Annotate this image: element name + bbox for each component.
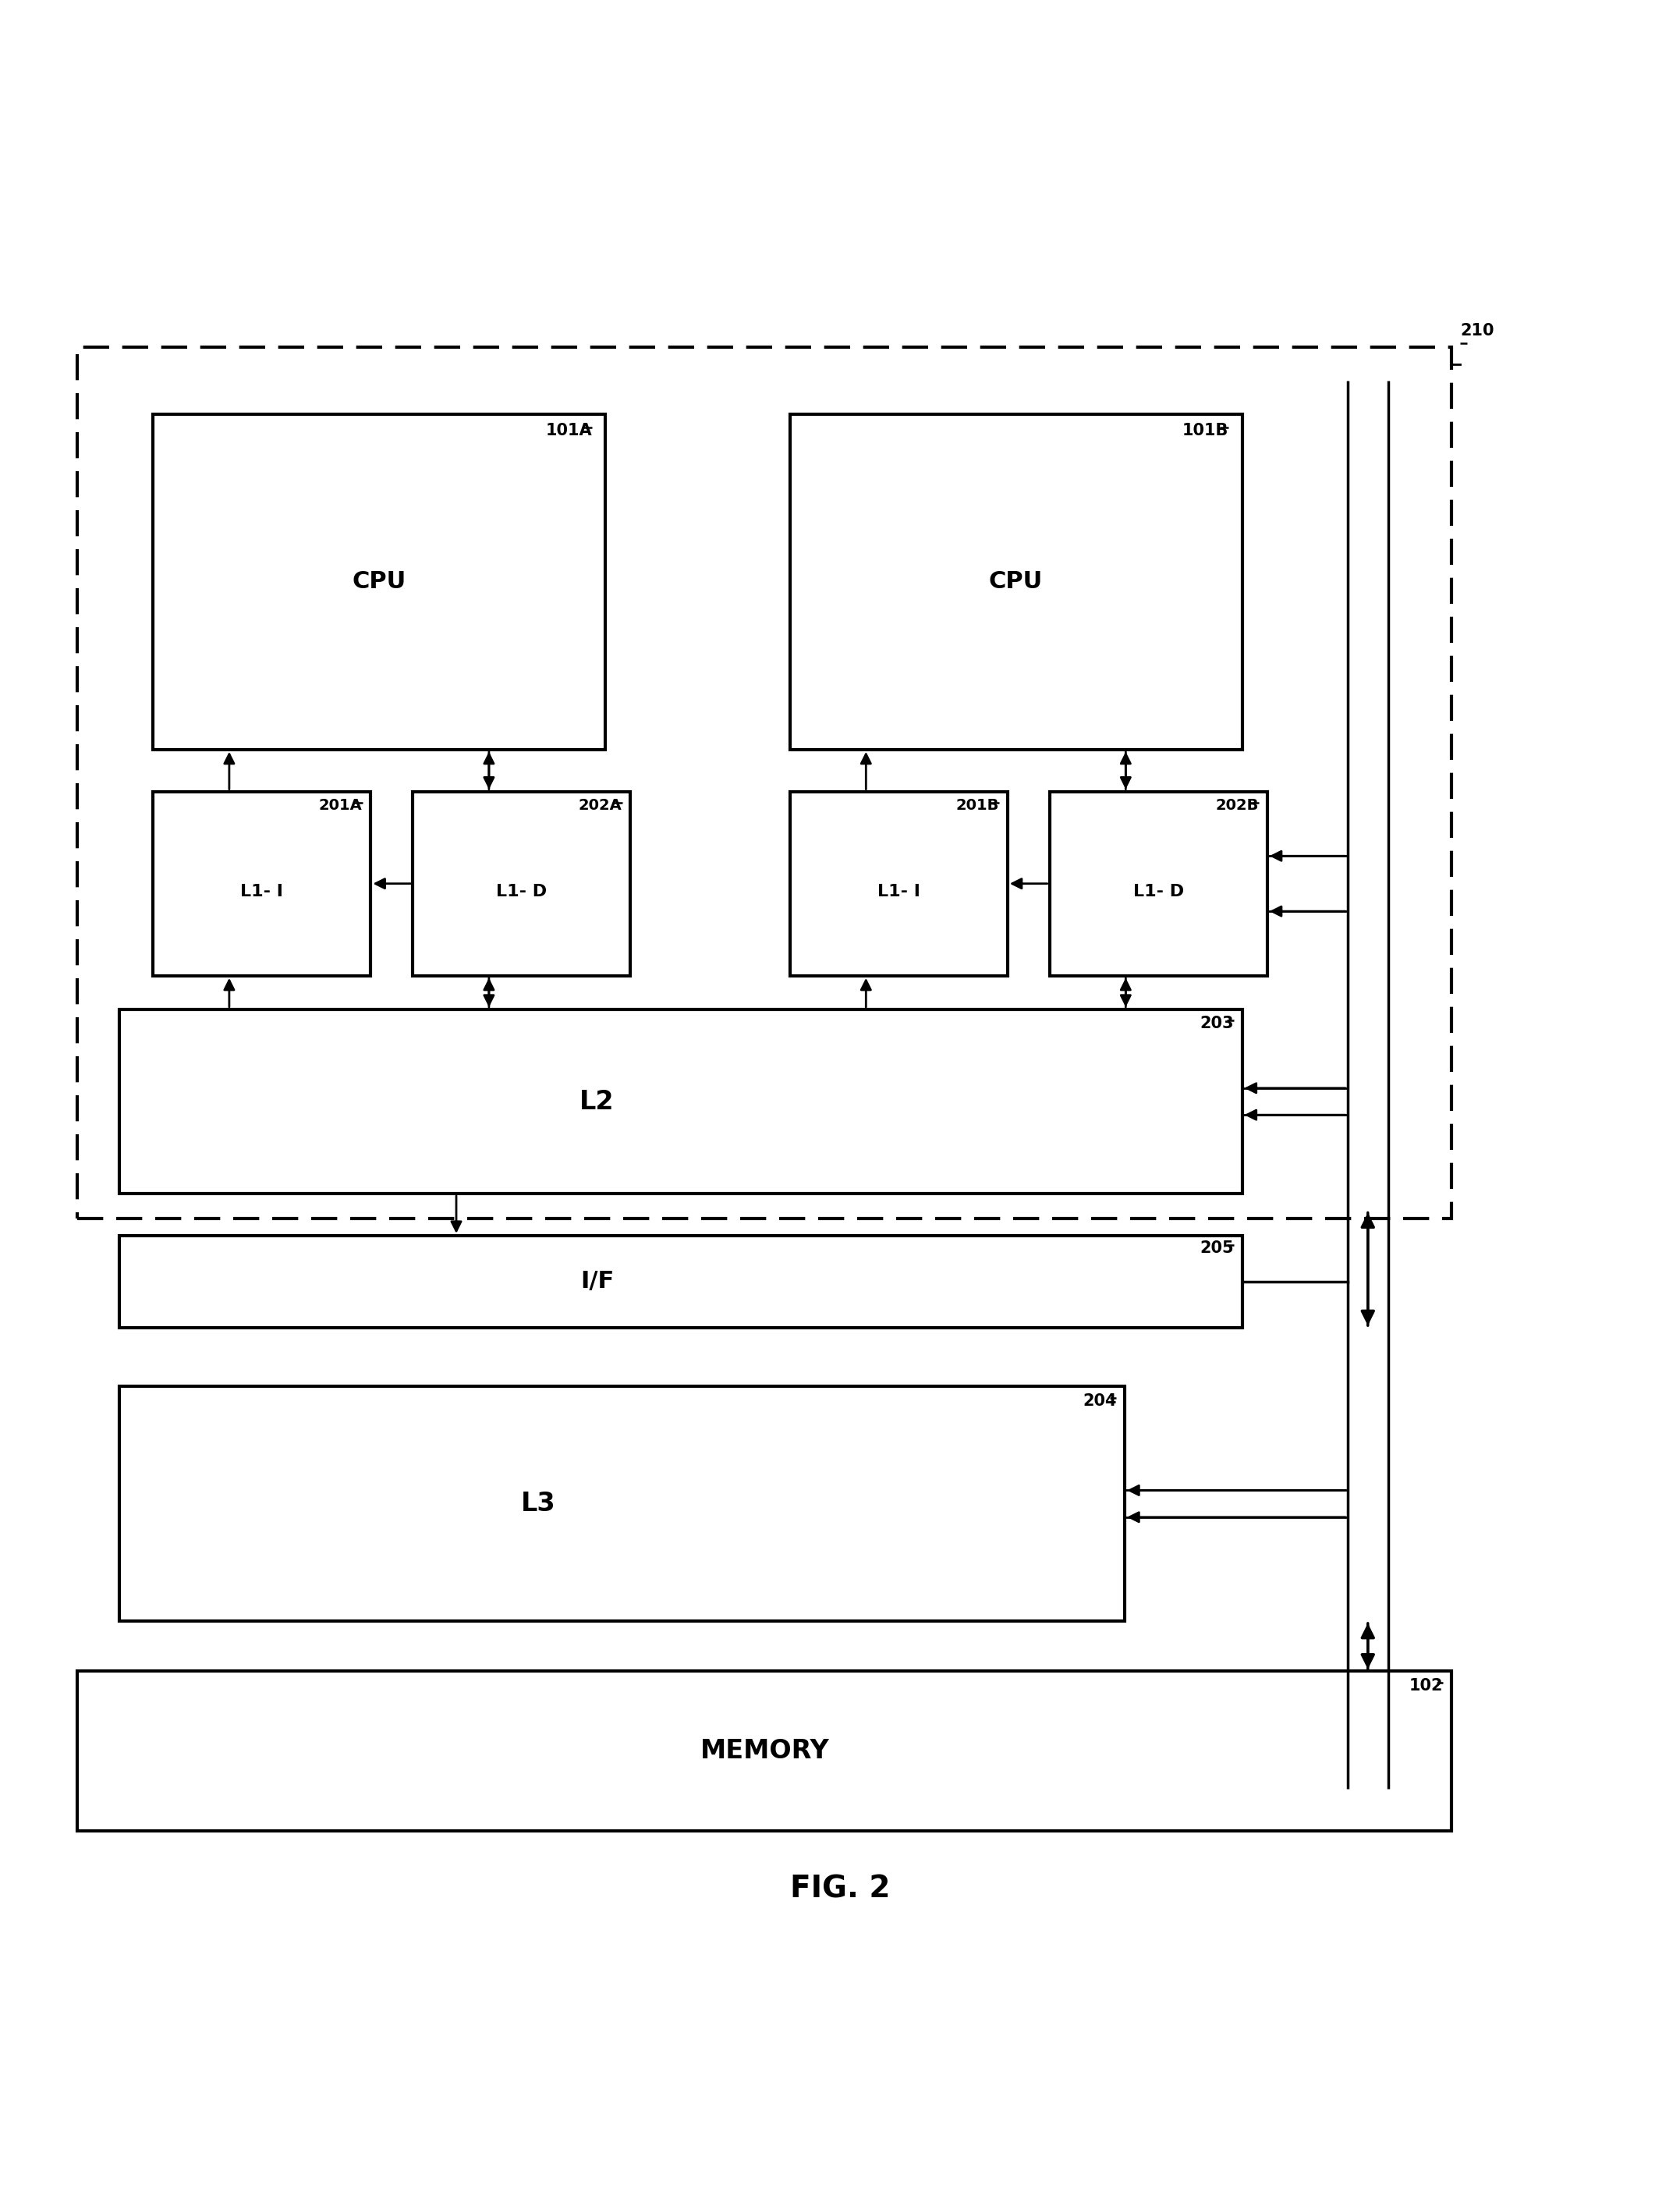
Text: L3: L3 <box>521 1491 556 1516</box>
Bar <box>119 1236 1242 1328</box>
Text: 101B: 101B <box>1183 423 1228 438</box>
Bar <box>119 1009 1242 1194</box>
Text: L1- D: L1- D <box>496 883 548 899</box>
Text: CPU: CPU <box>353 571 407 593</box>
Bar <box>790 414 1242 749</box>
Text: 101A: 101A <box>546 423 591 438</box>
Text: I/F: I/F <box>580 1271 613 1293</box>
Text: 205: 205 <box>1200 1240 1233 1256</box>
Text: L1- I: L1- I <box>240 883 284 899</box>
Bar <box>153 791 371 976</box>
Text: L2: L2 <box>580 1088 615 1115</box>
Bar <box>119 1386 1126 1621</box>
Bar <box>413 791 630 976</box>
Text: 202A: 202A <box>578 797 622 813</box>
Text: L1- D: L1- D <box>1132 883 1184 899</box>
Bar <box>1050 791 1267 976</box>
Text: 102: 102 <box>1410 1679 1443 1694</box>
Bar <box>77 1672 1452 1831</box>
Text: L1- I: L1- I <box>877 883 921 899</box>
Text: 204: 204 <box>1082 1392 1117 1408</box>
Text: MEMORY: MEMORY <box>701 1738 830 1765</box>
Text: CPU: CPU <box>990 571 1043 593</box>
Text: FIG. 2: FIG. 2 <box>790 1875 890 1903</box>
Bar <box>153 414 605 749</box>
Text: 201A: 201A <box>319 797 363 813</box>
Text: 202B: 202B <box>1216 797 1258 813</box>
Text: 210: 210 <box>1460 324 1494 339</box>
Text: 203: 203 <box>1200 1016 1233 1031</box>
Bar <box>77 348 1452 1218</box>
Bar <box>790 791 1008 976</box>
Text: 201B: 201B <box>956 797 1000 813</box>
